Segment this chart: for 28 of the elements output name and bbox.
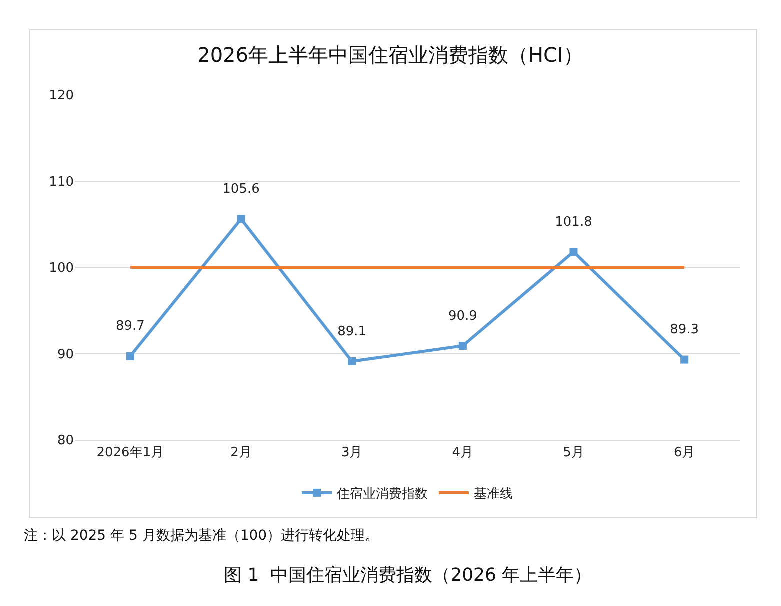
x-tick-label: 5月 <box>563 446 584 461</box>
y-tick-label: 90 <box>57 347 74 362</box>
y-tick-label: 110 <box>49 174 74 190</box>
point <box>126 352 134 360</box>
point <box>348 358 356 366</box>
point <box>458 342 467 350</box>
data-label: 89.7 <box>116 319 145 334</box>
data-label: 101.8 <box>555 214 592 230</box>
y-tick-label: 100 <box>49 261 74 276</box>
x-tick-label: 6月 <box>674 446 696 461</box>
point <box>680 356 689 364</box>
data-label: 89.1 <box>338 324 367 340</box>
point <box>237 215 246 224</box>
text: 注：以 2025 年 5 月数据为基准（100）进行转化处理。 <box>24 528 380 544</box>
y-tick-label: 120 <box>49 88 74 104</box>
x-tick-label: 3月 <box>341 446 363 461</box>
x-tick-label: 2月 <box>230 446 252 461</box>
x-tick-label: 4月 <box>452 446 474 461</box>
chart-title: 2026年上半年中国住宿业消费指数（HCI） <box>198 43 584 67</box>
y-tick-label: 80 <box>57 434 74 449</box>
data-label: 90.9 <box>448 308 478 324</box>
x-tick-label: 2026年1月 <box>96 446 164 461</box>
point <box>570 248 578 256</box>
data-label: 89.3 <box>670 322 700 338</box>
legend-label: 住宿业消费指数 <box>336 486 428 502</box>
caption: 图 1 中国住宿业消费指数（2026 年上半年） <box>224 565 592 586</box>
legend-label: 基准线 <box>474 487 513 502</box>
data-label: 105.6 <box>222 182 260 198</box>
